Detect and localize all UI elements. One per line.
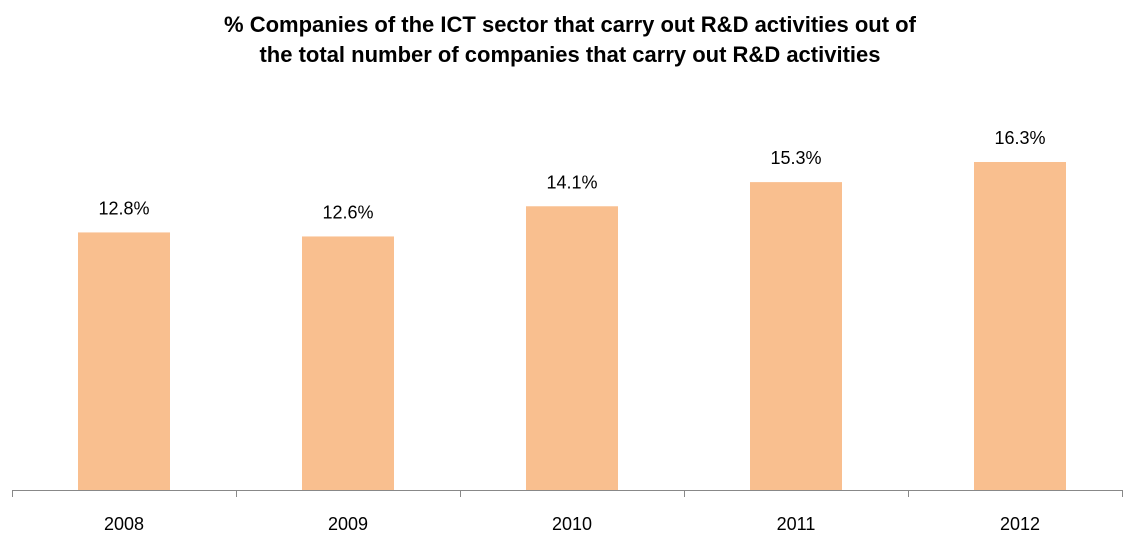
value-label: 14.1%	[546, 172, 597, 192]
bar	[974, 162, 1066, 490]
value-label: 12.6%	[322, 202, 373, 222]
x-tick-label: 2009	[328, 514, 368, 534]
bar	[78, 232, 170, 490]
value-label: 15.3%	[770, 148, 821, 168]
bar	[526, 206, 618, 490]
x-tick-label: 2011	[777, 514, 816, 534]
value-label: 16.3%	[994, 128, 1045, 148]
x-tick-label: 2008	[104, 514, 144, 534]
chart-title: % Companies of the ICT sector that carry…	[224, 12, 916, 67]
bar	[750, 182, 842, 491]
bar	[302, 236, 394, 490]
x-tick-label: 2010	[552, 514, 592, 534]
value-label: 12.8%	[98, 198, 149, 218]
x-tick-label: 2012	[1000, 514, 1040, 534]
